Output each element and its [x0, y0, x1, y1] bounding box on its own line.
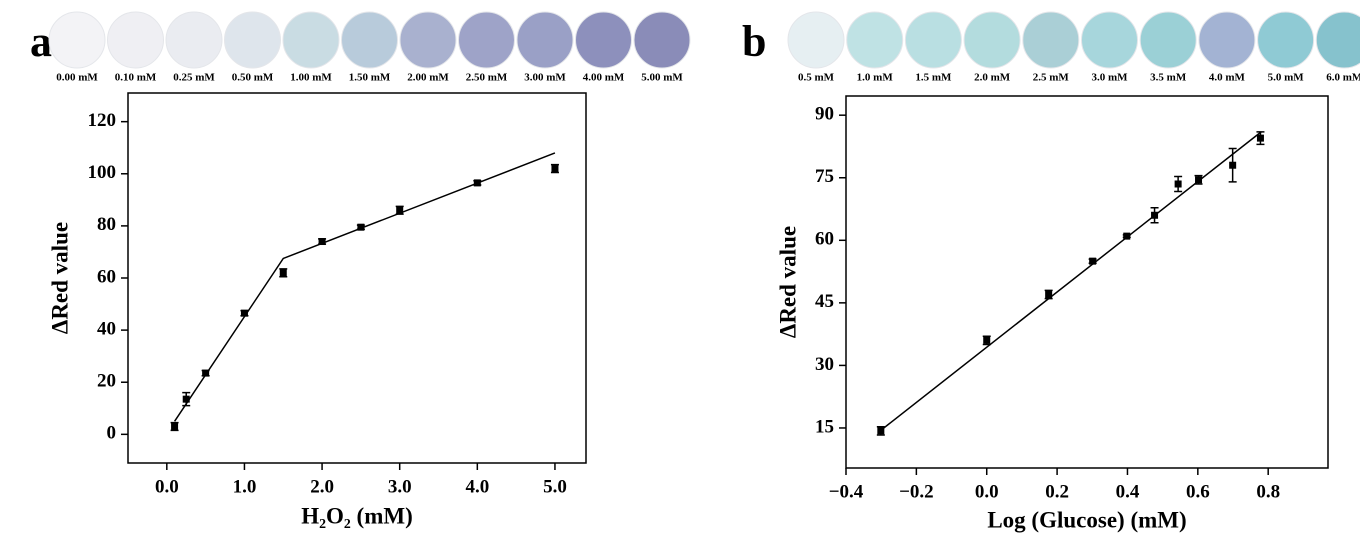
- swatch-label: 1.50 mM: [349, 72, 391, 84]
- data-point: [551, 165, 559, 173]
- data-point: [1045, 291, 1053, 299]
- swatch-label: 6.0 mM: [1326, 72, 1360, 84]
- swatch-label: 1.0 mM: [857, 72, 894, 84]
- y-tick-label: 100: [88, 162, 117, 183]
- swatch: [633, 11, 691, 69]
- x-tick-label: −0.4: [829, 481, 864, 502]
- data-point: [1123, 232, 1131, 240]
- swatch: [224, 11, 281, 69]
- swatch-label: 4.0 mM: [1209, 72, 1246, 84]
- data-point: [240, 309, 248, 317]
- swatch: [107, 11, 164, 69]
- swatch: [1198, 11, 1256, 69]
- swatch-label: 0.10 mM: [115, 72, 157, 84]
- x-axis-title: Log (Glucose) (mM): [987, 507, 1186, 532]
- swatch: [846, 11, 904, 69]
- data-point: [1229, 161, 1237, 169]
- x-tick-label: 1.0: [233, 476, 257, 497]
- swatch-label: 0.00 mM: [56, 72, 98, 84]
- panel-letter: a: [30, 17, 52, 66]
- swatch: [516, 11, 574, 69]
- data-point: [1174, 180, 1182, 188]
- data-point: [202, 369, 210, 377]
- swatch-label: 0.5 mM: [798, 72, 835, 84]
- x-tick-label: 0.4: [1116, 481, 1140, 502]
- plot-frame: [845, 95, 1329, 469]
- y-axis-title: ΔRed value: [775, 226, 800, 338]
- y-tick-label: 75: [815, 166, 834, 187]
- data-point: [279, 269, 287, 277]
- y-tick-label: 90: [815, 104, 834, 125]
- swatch: [341, 11, 398, 69]
- swatch-label: 4.00 mM: [583, 72, 625, 84]
- data-point: [473, 179, 481, 187]
- x-tick-label: 3.0: [388, 476, 412, 497]
- data-point: [171, 423, 179, 431]
- data-point: [396, 206, 404, 214]
- swatch-label: 2.00 mM: [407, 72, 449, 84]
- swatch: [963, 11, 1021, 69]
- y-tick-label: 0: [107, 423, 117, 444]
- data-point: [1256, 134, 1264, 142]
- swatch-label: 3.5 mM: [1150, 72, 1187, 84]
- swatch-label: 0.25 mM: [173, 72, 215, 84]
- y-tick-label: 45: [815, 291, 834, 312]
- swatch-label: 1.5 mM: [915, 72, 952, 84]
- swatch: [282, 11, 340, 69]
- y-tick-label: 15: [815, 416, 834, 437]
- plot-frame: [127, 92, 587, 464]
- swatch: [1315, 11, 1360, 69]
- data-point: [357, 223, 365, 231]
- swatch: [1257, 11, 1315, 69]
- swatch-label: 2.5 mM: [1033, 72, 1070, 84]
- data-point: [983, 336, 991, 344]
- swatch-label: 2.50 mM: [466, 72, 508, 84]
- y-tick-label: 120: [88, 110, 117, 131]
- swatch: [399, 11, 457, 69]
- x-tick-label: 0.0: [155, 476, 179, 497]
- y-tick-label: 20: [97, 371, 116, 392]
- swatch-label: 3.0 mM: [1091, 72, 1128, 84]
- x-tick-label: 2.0: [310, 476, 334, 497]
- swatch-label: 2.0 mM: [974, 72, 1011, 84]
- data-point: [877, 427, 885, 435]
- swatch: [1022, 11, 1080, 69]
- data-point: [1089, 257, 1097, 265]
- data-point: [1151, 211, 1159, 219]
- panel-letter: b: [742, 17, 766, 66]
- x-tick-label: 0.2: [1045, 481, 1069, 502]
- data-point: [1195, 176, 1203, 184]
- swatch-label: 0.50 mM: [232, 72, 274, 84]
- x-tick-label: 0.0: [975, 481, 999, 502]
- y-tick-label: 30: [815, 354, 834, 375]
- y-tick-label: 80: [97, 214, 116, 235]
- swatch: [1081, 11, 1138, 69]
- data-point: [318, 238, 326, 246]
- swatch-label: 3.00 mM: [524, 72, 566, 84]
- swatch-label: 1.00 mM: [290, 72, 332, 84]
- y-tick-label: 40: [97, 318, 116, 339]
- x-tick-label: 0.8: [1256, 481, 1280, 502]
- swatch-label: 5.0 mM: [1268, 72, 1305, 84]
- fit-line: [880, 131, 1262, 431]
- data-point: [182, 395, 190, 403]
- x-tick-label: −0.2: [899, 481, 934, 502]
- y-tick-label: 60: [815, 229, 834, 250]
- swatch: [904, 11, 962, 69]
- y-axis-title: ΔRed value: [47, 222, 72, 334]
- swatch: [1139, 11, 1197, 69]
- swatch: [165, 11, 223, 69]
- swatch: [787, 11, 845, 69]
- x-tick-label: 5.0: [543, 476, 567, 497]
- swatch-label: 5.00 mM: [641, 72, 683, 84]
- swatch: [458, 11, 515, 69]
- swatch: [575, 11, 632, 69]
- swatch: [48, 11, 106, 69]
- y-tick-label: 60: [97, 266, 116, 287]
- x-tick-label: 0.6: [1186, 481, 1210, 502]
- x-axis-title: H₂O₂ (mM): [301, 503, 413, 528]
- fit-line: [173, 152, 556, 422]
- x-tick-label: 4.0: [465, 476, 489, 497]
